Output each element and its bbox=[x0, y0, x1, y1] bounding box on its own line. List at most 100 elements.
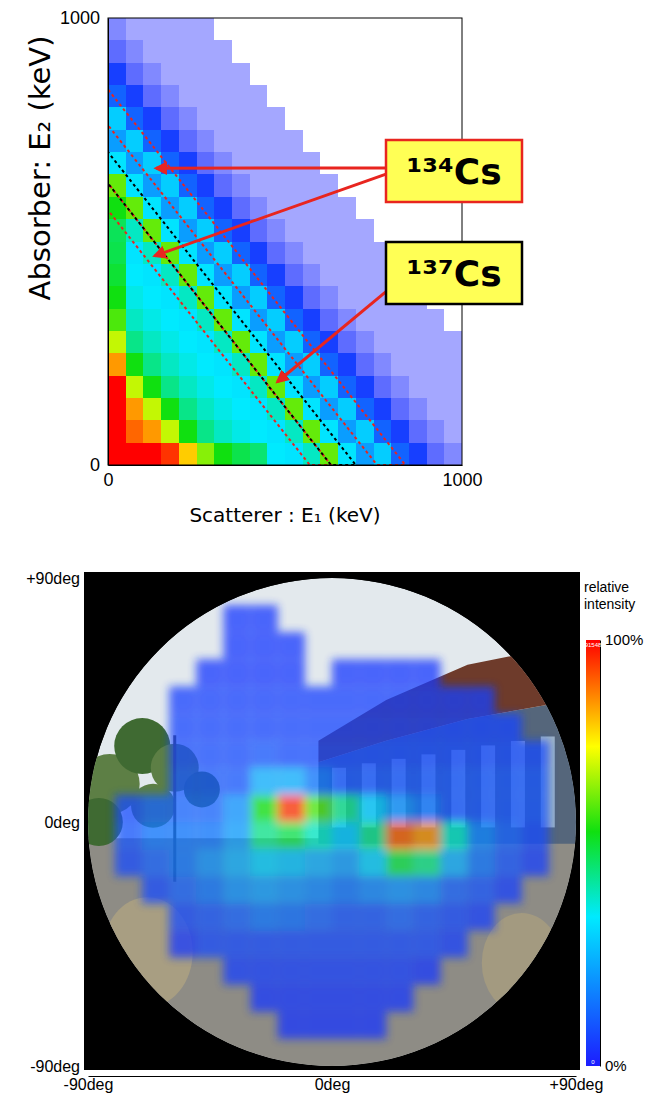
cell bbox=[251, 686, 278, 713]
cell bbox=[522, 985, 549, 1012]
cell bbox=[413, 822, 440, 849]
cell bbox=[161, 353, 179, 375]
count-label: 0 bbox=[591, 1059, 595, 1065]
cell bbox=[126, 219, 144, 241]
cell bbox=[522, 605, 549, 632]
axis-line bbox=[108, 19, 109, 466]
cell bbox=[179, 420, 197, 442]
cell bbox=[196, 632, 223, 659]
cell bbox=[142, 930, 169, 957]
cell bbox=[126, 152, 144, 174]
cell bbox=[169, 714, 196, 741]
cell bbox=[278, 822, 305, 849]
cell bbox=[251, 849, 278, 876]
cell bbox=[169, 578, 196, 605]
cell bbox=[522, 632, 549, 659]
cell bbox=[196, 768, 223, 795]
cell bbox=[356, 331, 374, 353]
cell bbox=[197, 398, 215, 420]
cell bbox=[143, 286, 161, 308]
cell bbox=[285, 85, 303, 107]
cell bbox=[444, 63, 462, 85]
cell bbox=[126, 420, 144, 442]
cell bbox=[214, 174, 232, 196]
cell bbox=[468, 930, 495, 957]
cell bbox=[115, 632, 142, 659]
cell bbox=[413, 958, 440, 985]
cell bbox=[495, 903, 522, 930]
cell bbox=[179, 286, 197, 308]
cell bbox=[143, 309, 161, 331]
cell bbox=[374, 420, 392, 442]
cell bbox=[88, 985, 115, 1012]
cell bbox=[115, 1012, 142, 1039]
cell bbox=[278, 1012, 305, 1039]
cell bbox=[278, 795, 305, 822]
cell bbox=[386, 822, 413, 849]
cell bbox=[285, 152, 303, 174]
cell bbox=[250, 18, 268, 40]
cell bbox=[332, 903, 359, 930]
cell bbox=[179, 152, 197, 174]
cell bbox=[224, 822, 251, 849]
cell bbox=[320, 63, 338, 85]
cell bbox=[108, 443, 126, 465]
cell bbox=[386, 686, 413, 713]
cell bbox=[250, 40, 268, 62]
cell bbox=[359, 1039, 386, 1066]
tick-label: -90deg bbox=[64, 1076, 114, 1093]
cell bbox=[196, 876, 223, 903]
cell bbox=[88, 741, 115, 768]
cell bbox=[179, 376, 197, 398]
cell bbox=[214, 264, 232, 286]
cell bbox=[179, 443, 197, 465]
tick-label: 0 bbox=[103, 470, 113, 490]
cell bbox=[143, 63, 161, 85]
cell bbox=[143, 85, 161, 107]
cell bbox=[285, 242, 303, 264]
cell bbox=[197, 18, 215, 40]
cell bbox=[409, 420, 427, 442]
cell bbox=[359, 768, 386, 795]
cell bbox=[224, 578, 251, 605]
cell bbox=[88, 822, 115, 849]
cell bbox=[285, 309, 303, 331]
cell bbox=[359, 985, 386, 1012]
tick: -90deg bbox=[64, 1076, 114, 1093]
cell bbox=[305, 632, 332, 659]
cell bbox=[214, 63, 232, 85]
cell bbox=[440, 578, 467, 605]
cell bbox=[468, 686, 495, 713]
cell bbox=[115, 714, 142, 741]
cell bbox=[224, 1012, 251, 1039]
cell bbox=[356, 40, 374, 62]
cell bbox=[413, 849, 440, 876]
cell bbox=[169, 930, 196, 957]
cell bbox=[440, 1012, 467, 1039]
cell bbox=[196, 903, 223, 930]
cell bbox=[196, 795, 223, 822]
cell bbox=[305, 768, 332, 795]
tick: -90deg bbox=[30, 1058, 84, 1075]
cell bbox=[161, 197, 179, 219]
cell bbox=[285, 331, 303, 353]
cell bbox=[196, 659, 223, 686]
cell bbox=[320, 353, 338, 375]
cell bbox=[224, 876, 251, 903]
cell bbox=[495, 714, 522, 741]
cell bbox=[409, 376, 427, 398]
cell bbox=[196, 605, 223, 632]
cell bbox=[427, 443, 445, 465]
cell bbox=[549, 1012, 576, 1039]
cell bbox=[126, 264, 144, 286]
cell bbox=[356, 174, 374, 196]
cell bbox=[224, 741, 251, 768]
cell bbox=[359, 1012, 386, 1039]
cell bbox=[197, 309, 215, 331]
annotation-box bbox=[386, 242, 522, 304]
cell bbox=[126, 309, 144, 331]
cell bbox=[332, 1039, 359, 1066]
cell bbox=[468, 578, 495, 605]
cell bbox=[549, 822, 576, 849]
cell bbox=[332, 632, 359, 659]
